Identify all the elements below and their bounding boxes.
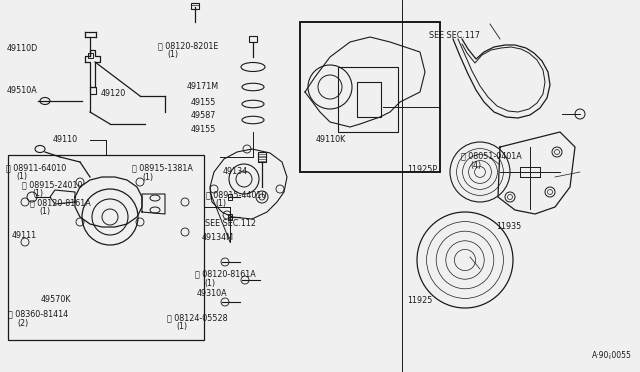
Bar (88, 53, 93, 58)
Text: 11925: 11925 (407, 296, 433, 305)
Text: Ⓝ 08911-64010: Ⓝ 08911-64010 (6, 163, 67, 172)
Bar (191, 3, 199, 9)
Text: 49155: 49155 (191, 98, 216, 107)
Text: (1): (1) (216, 199, 227, 208)
Text: 49570K: 49570K (40, 295, 71, 304)
Bar (249, 36, 257, 42)
Text: 11935: 11935 (497, 222, 522, 231)
Bar (228, 194, 232, 200)
Text: Ⓑ 08120-8161A: Ⓑ 08120-8161A (195, 270, 255, 279)
Bar (8, 155, 204, 340)
Text: (4): (4) (470, 161, 481, 170)
Text: (1): (1) (204, 279, 215, 288)
Text: A·90¡0055: A·90¡0055 (592, 351, 632, 360)
Bar (357, 82, 381, 117)
Bar (300, 22, 440, 172)
Text: 49587: 49587 (191, 111, 216, 120)
Bar (338, 67, 398, 132)
Text: Ⓑ 08124-05528: Ⓑ 08124-05528 (167, 314, 228, 323)
Text: 49310A: 49310A (196, 289, 227, 298)
Text: SEE SEC.117: SEE SEC.117 (429, 31, 480, 40)
Text: 49155: 49155 (191, 125, 216, 134)
Text: (2): (2) (17, 319, 29, 328)
Text: 49134: 49134 (223, 167, 248, 176)
Text: (1): (1) (168, 50, 179, 59)
Text: Ⓑ 08120-8201E: Ⓑ 08120-8201E (158, 41, 218, 50)
Bar (228, 214, 232, 220)
Text: 49171M: 49171M (187, 82, 219, 91)
Text: (1): (1) (142, 173, 153, 182)
Text: Ⓑ 08051-0401A: Ⓑ 08051-0401A (461, 152, 522, 161)
Text: Ⓦ 08915-1381A: Ⓦ 08915-1381A (132, 163, 193, 172)
Text: 49110: 49110 (53, 135, 78, 144)
Text: Ⓢ 08360-81414: Ⓢ 08360-81414 (8, 310, 68, 319)
Text: 49134M: 49134M (202, 233, 234, 242)
Text: 49110K: 49110K (316, 135, 346, 144)
Bar (258, 152, 266, 162)
Text: Ⓦ 08915-24010: Ⓦ 08915-24010 (22, 180, 83, 189)
Text: Ⓑ 08120-8161A: Ⓑ 08120-8161A (30, 198, 91, 207)
Text: 49510A: 49510A (6, 86, 37, 95)
Text: (1): (1) (16, 172, 27, 181)
Text: 49111: 49111 (12, 231, 36, 240)
Text: (1): (1) (40, 207, 51, 216)
Text: (1): (1) (32, 189, 43, 198)
Text: 49120: 49120 (101, 89, 126, 97)
Text: Ⓦ 08915-44010: Ⓦ 08915-44010 (206, 190, 266, 199)
Text: SEE SEC.112: SEE SEC.112 (205, 219, 256, 228)
Text: 49110D: 49110D (6, 44, 38, 53)
Text: 11925P: 11925P (407, 165, 437, 174)
Bar (300, 22, 440, 172)
Text: (1): (1) (177, 323, 188, 331)
